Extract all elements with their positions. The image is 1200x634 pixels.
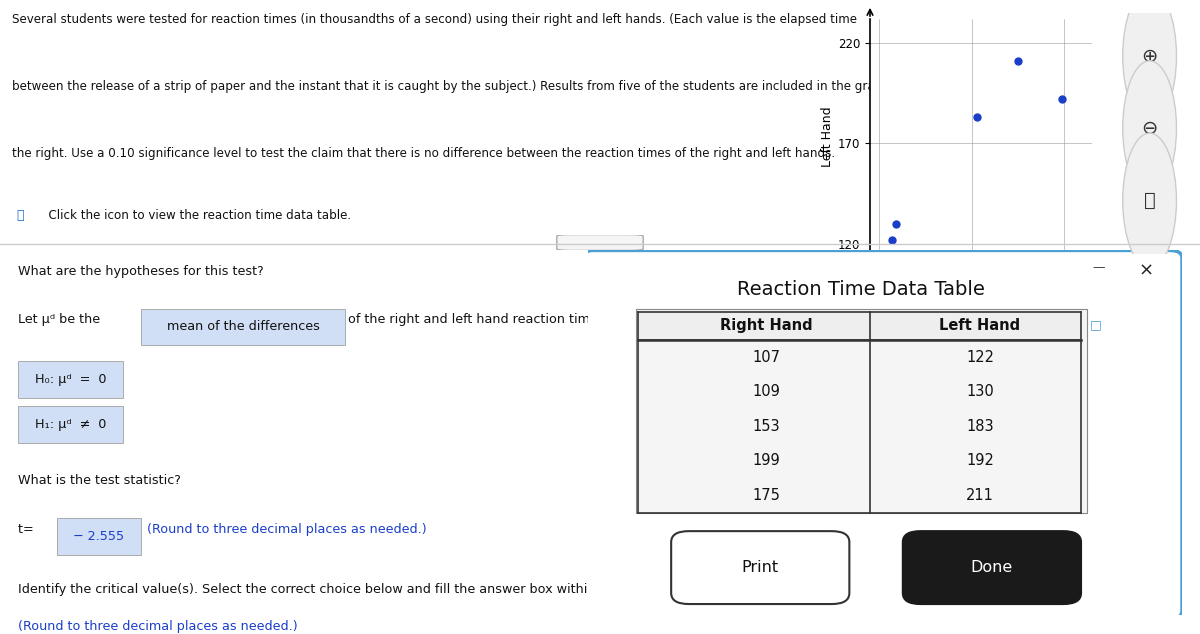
Point [883,235,902,245]
Text: ⬛: ⬛ [17,209,24,222]
Circle shape [1123,61,1176,196]
Text: 175: 175 [752,488,780,503]
Text: (Round to three decimal places as needed.): (Round to three decimal places as needed… [148,523,427,536]
Text: 211: 211 [966,488,994,503]
Text: What is the test statistic?: What is the test statistic? [18,474,181,488]
Text: Several students were tested for reaction times (in thousandths of a second) usi: Several students were tested for reactio… [12,13,857,26]
FancyBboxPatch shape [638,313,1081,340]
Text: ⊖: ⊖ [1141,119,1158,138]
FancyBboxPatch shape [636,309,1087,513]
FancyBboxPatch shape [58,518,142,555]
Text: ×: × [1139,261,1154,280]
Text: of the right and left hand reaction times.: of the right and left hand reaction time… [348,313,608,327]
Text: Print: Print [742,560,779,575]
Text: Right Hand: Right Hand [720,318,812,333]
Text: • • •: • • • [588,238,612,247]
FancyBboxPatch shape [582,250,1182,619]
Text: —: — [1092,261,1105,275]
Text: H₀: μᵈ  =  0: H₀: μᵈ = 0 [35,373,107,385]
Text: 153: 153 [752,419,780,434]
Text: ⧉: ⧉ [1144,191,1156,210]
Point [967,112,986,122]
FancyBboxPatch shape [142,309,346,346]
Text: Reaction Time Data Table: Reaction Time Data Table [737,280,985,299]
FancyBboxPatch shape [18,361,124,398]
FancyBboxPatch shape [902,531,1081,604]
Point [1008,56,1027,66]
Text: ⊕: ⊕ [1141,46,1158,65]
Text: between the release of a strip of paper and the instant that it is caught by the: between the release of a strip of paper … [12,80,906,93]
FancyBboxPatch shape [18,406,124,443]
Y-axis label: Left Hand: Left Hand [821,106,834,167]
Text: Let μᵈ be the: Let μᵈ be the [18,313,100,327]
Text: (Round to three decimal places as needed.): (Round to three decimal places as needed… [18,620,298,633]
Text: What are the hypotheses for this test?: What are the hypotheses for this test? [18,265,264,278]
Text: 192: 192 [966,453,994,469]
Text: Done: Done [971,560,1013,575]
Point [887,219,906,229]
Text: □: □ [1090,319,1102,332]
Text: H₁: μᵈ  ≠  0: H₁: μᵈ ≠ 0 [35,418,106,430]
Text: 183: 183 [966,419,994,434]
Text: mean of the differences: mean of the differences [167,320,319,333]
Text: − 2.555: − 2.555 [73,530,125,543]
Text: 122: 122 [966,349,994,365]
Text: the right. Use a 0.10 significance level to test the claim that there is no diff: the right. Use a 0.10 significance level… [12,146,835,160]
Text: t=: t= [18,523,37,536]
Text: Identify the critical value(s). Select the correct choice below and fill the ans: Identify the critical value(s). Select t… [18,583,678,596]
Text: Left Hand: Left Hand [940,318,1021,333]
Circle shape [1123,133,1176,268]
Text: 107: 107 [752,349,780,365]
X-axis label: Right Hand: Right Hand [946,280,1016,294]
Text: Click the icon to view the reaction time data table.: Click the icon to view the reaction time… [42,209,352,222]
Text: 109: 109 [752,384,780,399]
Text: 199: 199 [752,453,780,469]
Text: 130: 130 [966,384,994,399]
FancyBboxPatch shape [557,235,643,250]
Point [1052,94,1072,104]
FancyBboxPatch shape [671,531,850,604]
Circle shape [1123,0,1176,124]
